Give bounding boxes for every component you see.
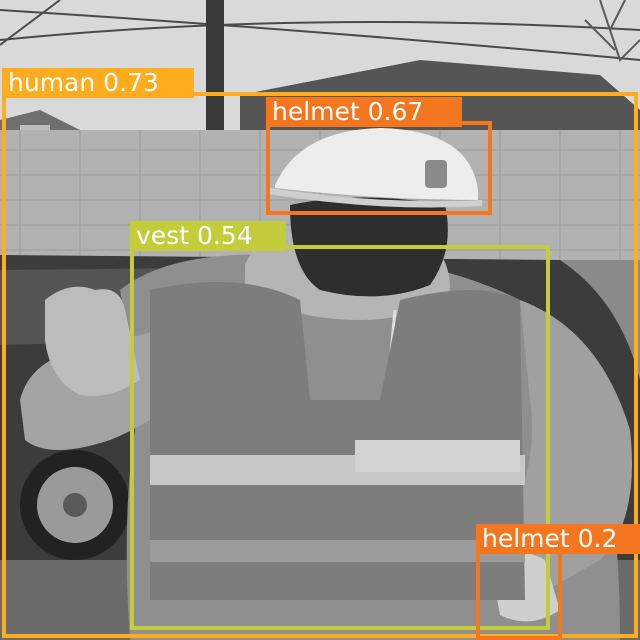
- utility-pole: [206, 0, 224, 140]
- bbox-label-human: human 0.73: [2, 68, 194, 98]
- bbox-helmet-2: [476, 548, 562, 640]
- power-lines: [0, 0, 640, 61]
- bare-tree: [584, 0, 640, 62]
- bbox-label-helmet-2: helmet 0.2: [476, 524, 640, 554]
- bbox-label-helmet-1: helmet 0.67: [266, 97, 462, 127]
- bbox-vest: [130, 245, 550, 630]
- bbox-helmet-1: [266, 121, 492, 215]
- bbox-human: [2, 92, 638, 638]
- bbox-label-vest: vest 0.54: [130, 221, 286, 251]
